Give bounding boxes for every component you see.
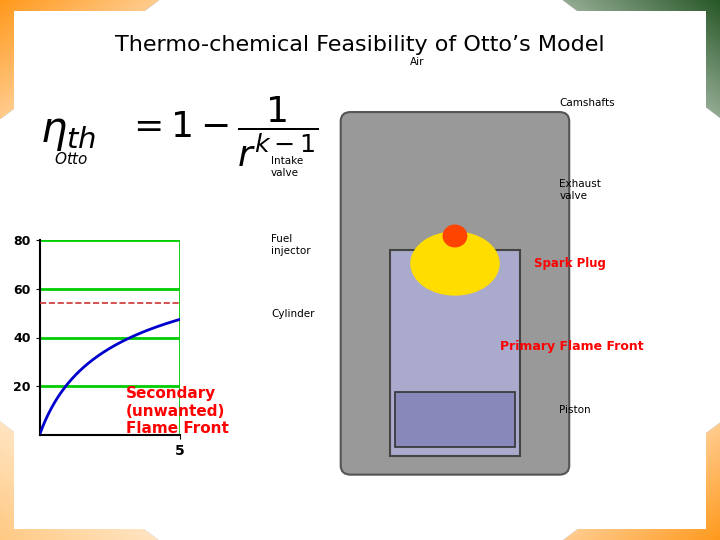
FancyBboxPatch shape [341, 112, 570, 475]
Ellipse shape [443, 225, 467, 247]
Text: Air: Air [410, 57, 425, 66]
Text: Thermo-chemical Feasibility of Otto’s Model: Thermo-chemical Feasibility of Otto’s Mo… [115, 35, 605, 55]
Text: Spark Plug: Spark Plug [534, 257, 606, 270]
Text: Piston: Piston [559, 406, 591, 415]
Text: $\eta_{th}$: $\eta_{th}$ [40, 111, 96, 153]
FancyBboxPatch shape [14, 11, 706, 529]
Text: Exhaust
valve: Exhaust valve [559, 179, 601, 201]
Text: Fuel
injector: Fuel injector [271, 234, 311, 256]
Text: $Otto$: $Otto$ [54, 151, 89, 167]
Text: Intake
valve: Intake valve [271, 157, 303, 178]
Text: Primary Flame Front: Primary Flame Front [500, 340, 643, 353]
Text: $= 1 - \dfrac{1}{r^{k-1}}$: $= 1 - \dfrac{1}{r^{k-1}}$ [126, 95, 319, 170]
Text: Secondary
(unwanted)
Flame Front: Secondary (unwanted) Flame Front [126, 386, 229, 436]
Text: Camshafts: Camshafts [559, 98, 615, 108]
Text: Cylinder: Cylinder [271, 309, 315, 319]
Bar [395, 392, 515, 447]
Bar [390, 249, 520, 456]
Ellipse shape [410, 232, 500, 296]
